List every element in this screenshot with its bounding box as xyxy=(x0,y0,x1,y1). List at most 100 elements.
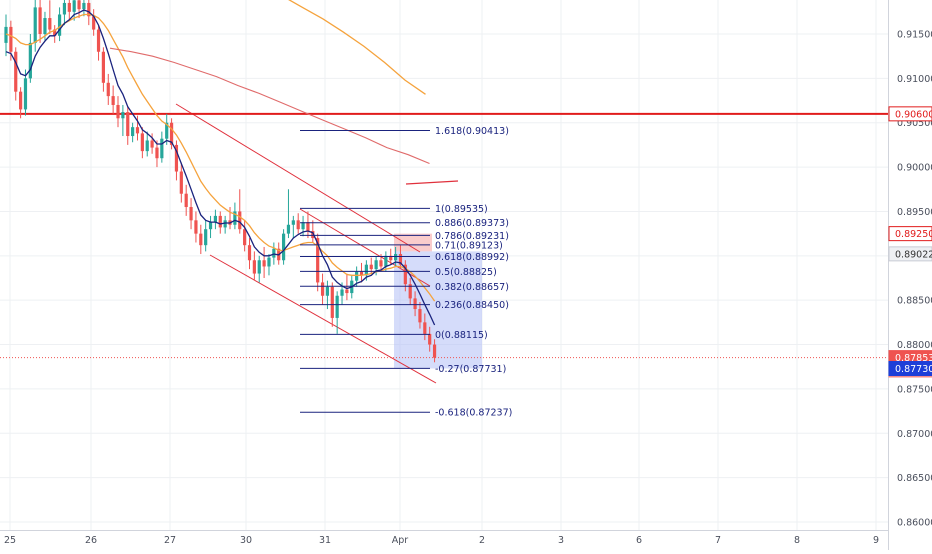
price-tag-label: 0.90600 xyxy=(895,109,932,120)
fib-level-label: 0(0.88115) xyxy=(435,330,488,341)
candle-body xyxy=(418,309,421,322)
candle-body xyxy=(384,256,387,267)
candle-body xyxy=(370,265,373,269)
candle-body xyxy=(160,139,163,159)
candle-body xyxy=(413,298,416,309)
candle-body xyxy=(238,211,241,229)
candles xyxy=(4,0,436,362)
candle-body xyxy=(428,334,431,345)
ma-slow-red-line xyxy=(110,48,430,163)
candle-body xyxy=(272,249,275,258)
candle-body xyxy=(24,78,27,109)
candle-body xyxy=(14,52,17,92)
candle-body xyxy=(331,287,334,318)
candle-body xyxy=(97,30,100,52)
candle-body xyxy=(58,14,61,35)
candle-body xyxy=(263,260,266,266)
ma-slow-orange-line xyxy=(200,0,426,94)
candle-body xyxy=(68,3,71,12)
time-tick-label: 9 xyxy=(873,535,879,546)
candle-body xyxy=(379,260,382,266)
candle-body xyxy=(141,133,144,151)
time-tick-label: 27 xyxy=(164,535,176,546)
candle-body xyxy=(136,127,139,133)
fib-level-label: -0.27(0.87731) xyxy=(435,364,506,375)
candle-body xyxy=(287,225,290,234)
candle-body xyxy=(297,220,300,229)
candle-body xyxy=(9,27,12,52)
candle-body xyxy=(204,229,207,245)
candle-body xyxy=(19,92,22,110)
candle-body xyxy=(194,220,197,233)
time-tick-label: 26 xyxy=(85,535,97,546)
candle-body xyxy=(282,234,285,261)
fib-level-label: 0.71(0.89123) xyxy=(435,240,503,251)
candle-body xyxy=(48,18,51,30)
candle-body xyxy=(146,140,149,151)
candle-body xyxy=(248,245,251,260)
time-tick-label: 31 xyxy=(319,535,331,546)
candle-body xyxy=(336,296,339,318)
fib-level-label: 0.5(0.88825) xyxy=(435,267,497,278)
price-tag-label: 0.89250 xyxy=(895,229,932,240)
fib-level-label: 0.618(0.88992) xyxy=(435,252,509,263)
time-tick-label: 6 xyxy=(636,535,642,546)
fib-level-label: 0.236(0.88450) xyxy=(435,300,509,311)
candle-body xyxy=(267,258,270,267)
candle-body xyxy=(107,83,110,96)
fib-level-label: 1.618(0.90413) xyxy=(435,126,509,137)
price-axis[interactable]: 0.915000.910000.905000.900000.895000.890… xyxy=(889,0,932,550)
time-tick-label: 8 xyxy=(794,535,800,546)
candle-body xyxy=(29,43,32,78)
time-axis[interactable]: 25 26 27 30 31 Apr 2 3 6 7 8 9 xyxy=(0,531,888,547)
time-tick-label: 2 xyxy=(479,535,485,546)
candle-body xyxy=(394,254,397,260)
fib-level-label: 0.382(0.88657) xyxy=(435,282,509,293)
candle-body xyxy=(126,112,129,136)
candle-body xyxy=(180,172,183,194)
candle-body xyxy=(209,222,212,229)
fib-level-label: 0.886(0.89373) xyxy=(435,218,509,229)
moving-averages xyxy=(6,0,435,325)
candle-body xyxy=(185,194,188,207)
time-tick-label: 25 xyxy=(4,535,16,546)
candle-body xyxy=(433,345,436,358)
time-tick-label: Apr xyxy=(392,535,409,546)
candle-body xyxy=(219,216,222,228)
candle-body xyxy=(375,260,378,269)
candle-body xyxy=(131,127,134,136)
candle-body xyxy=(121,112,124,118)
candle-body xyxy=(258,260,261,273)
candle-body xyxy=(38,7,41,34)
candle-body xyxy=(82,3,85,9)
candle-body xyxy=(63,3,66,15)
ma-orange-line xyxy=(6,15,435,302)
sell-zone xyxy=(394,234,432,252)
candle-body xyxy=(73,0,76,12)
trend-segment xyxy=(406,181,458,184)
candle-body xyxy=(214,216,217,222)
time-tick-label: 30 xyxy=(240,535,252,546)
candle-body xyxy=(189,207,192,220)
candle-body xyxy=(306,222,309,231)
time-tick-label: 7 xyxy=(715,535,721,546)
price-tag-label: 0.89022 xyxy=(895,249,932,260)
candle-body xyxy=(155,148,158,159)
candle-body xyxy=(112,96,115,105)
fib-level-label: 1(0.89535) xyxy=(435,204,488,215)
candle-body xyxy=(34,7,37,42)
time-tick-label: 3 xyxy=(558,535,564,546)
price-tag-label: 0.87730 xyxy=(895,364,932,375)
candle-body xyxy=(292,220,295,224)
candle-body xyxy=(77,0,80,9)
